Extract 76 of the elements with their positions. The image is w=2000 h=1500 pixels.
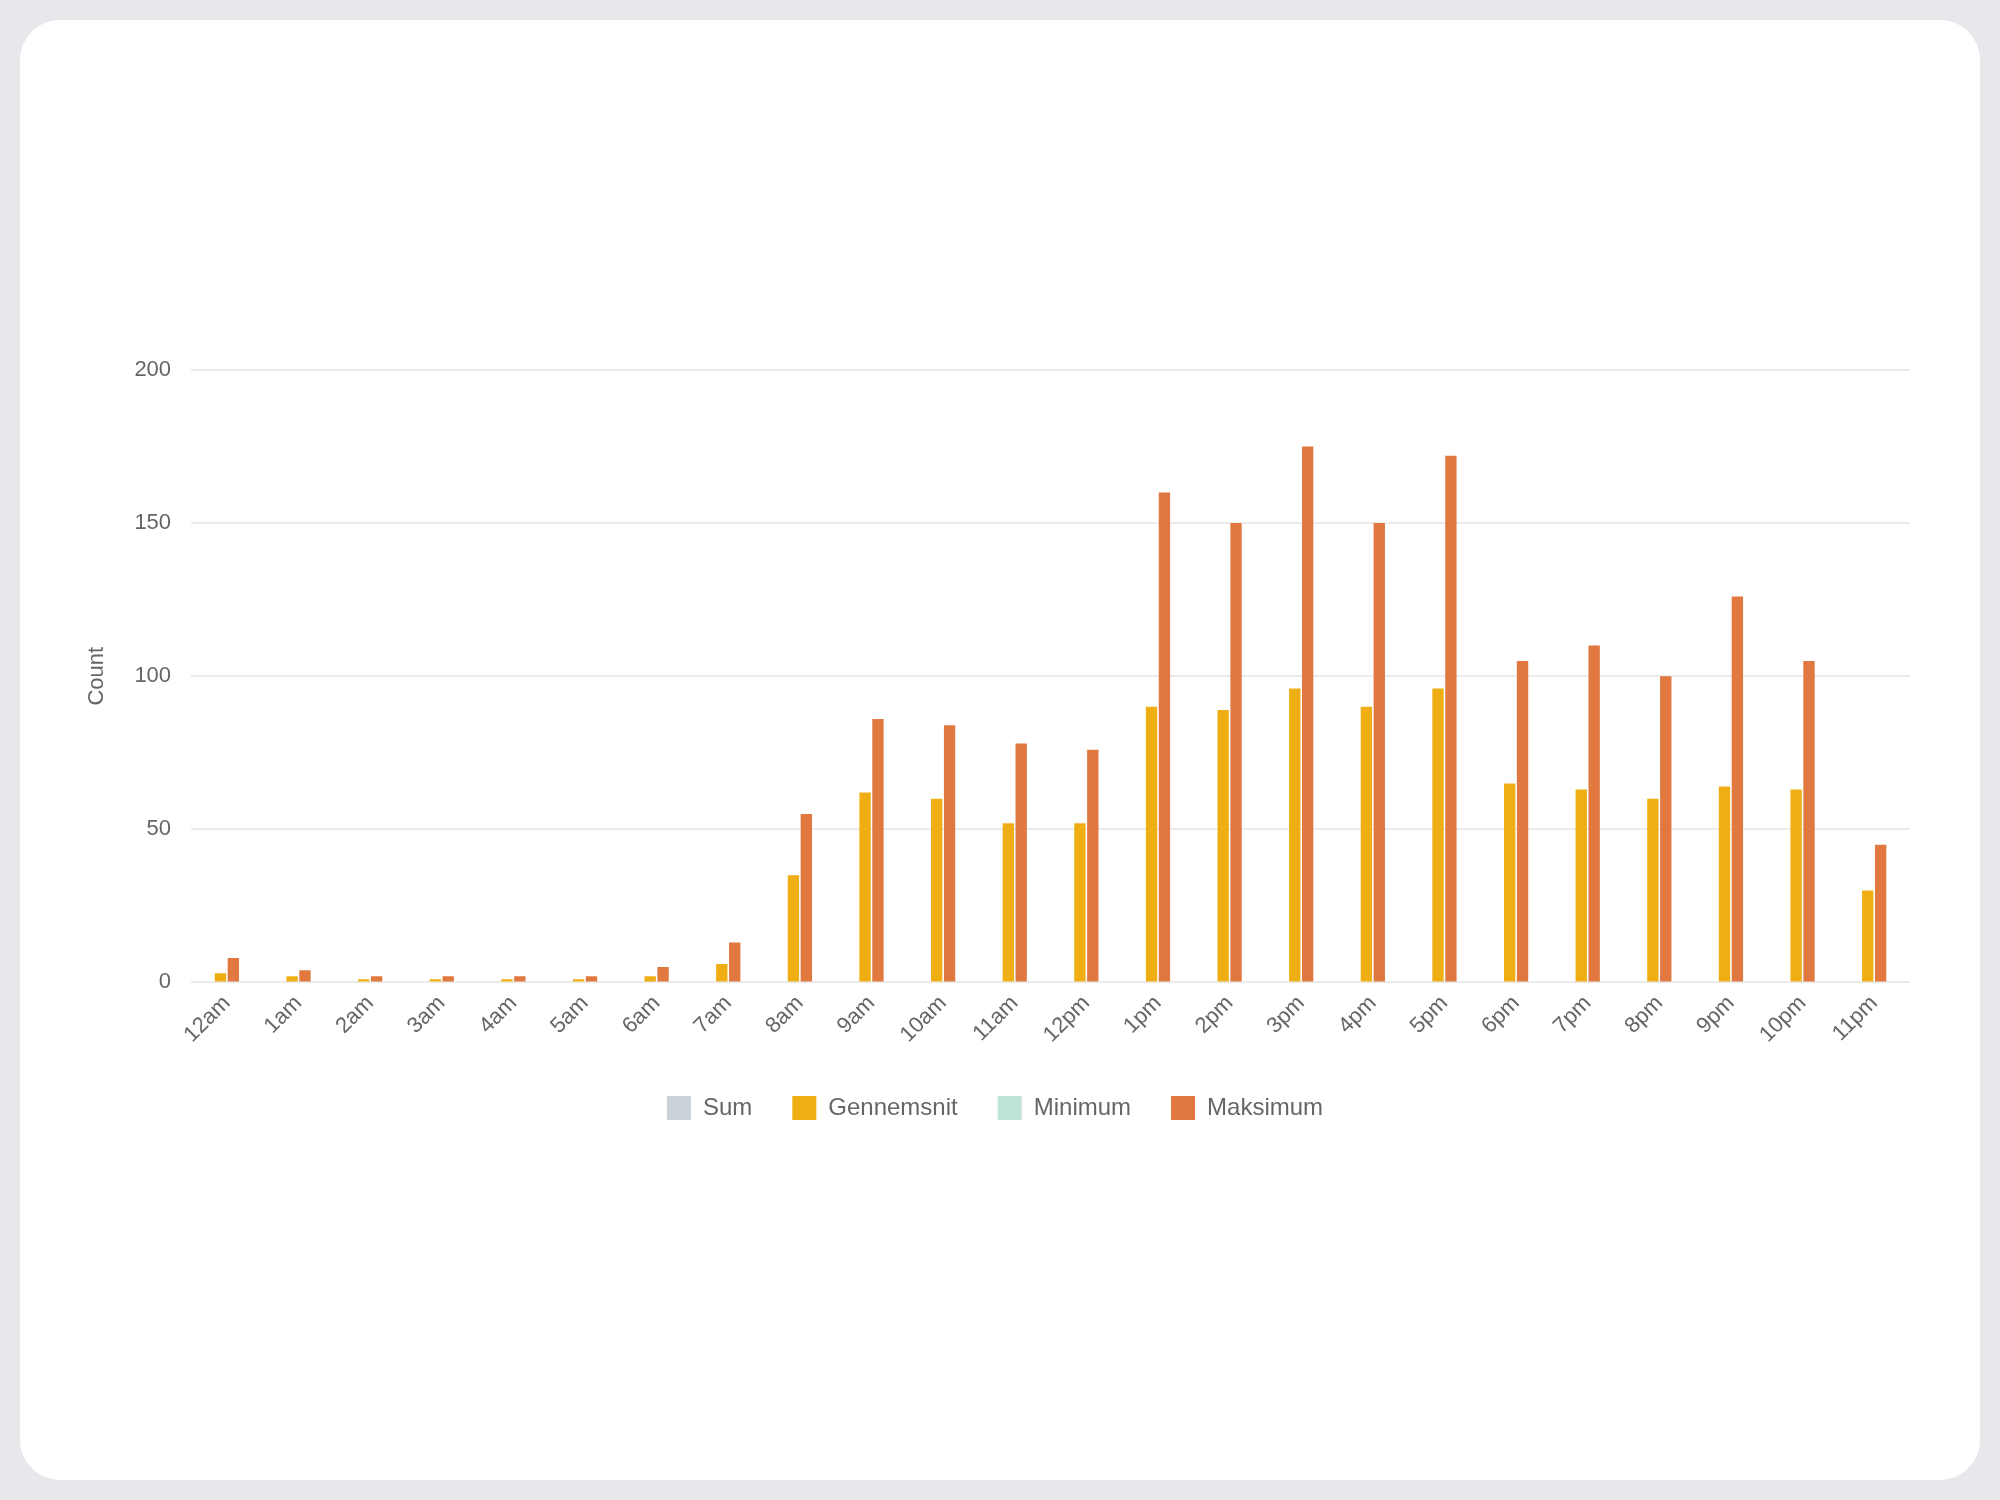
x-tick-label: 4am (473, 989, 522, 1038)
bar (1731, 596, 1744, 982)
x-tick-label: 3am (401, 989, 450, 1038)
bar (227, 957, 240, 982)
bar (943, 725, 956, 982)
bar (442, 976, 454, 982)
bar (1087, 749, 1099, 982)
y-tick-label: 200 (134, 356, 172, 382)
legend-label: Gennemsnit (828, 1092, 959, 1120)
x-tick-label: 2pm (1189, 989, 1238, 1038)
bar (1158, 492, 1171, 982)
y-tick-label: 50 (146, 815, 172, 841)
bar (1862, 890, 1874, 982)
bar (1647, 798, 1659, 982)
y-tick-label: 0 (158, 968, 172, 994)
y-tick-label: 100 (134, 662, 172, 688)
bar (1217, 709, 1229, 982)
x-tick-label: 1pm (1117, 989, 1166, 1038)
x-tick-label: 5am (544, 989, 593, 1038)
bar (1373, 523, 1385, 982)
bar (585, 976, 598, 982)
x-tick-label: 2am (330, 989, 378, 1038)
legend-label: Maksimum (1207, 1092, 1324, 1120)
bar (429, 979, 442, 982)
bar (286, 976, 298, 982)
bar (572, 979, 585, 982)
x-tick-label: 7am (688, 989, 737, 1038)
x-tick-label: 1am (258, 989, 307, 1038)
bar (872, 719, 884, 982)
bar (729, 942, 741, 982)
bar (370, 976, 383, 982)
bar (1874, 844, 1887, 982)
bar (358, 979, 370, 982)
bar (787, 875, 800, 982)
x-tick-label: 9pm (1690, 989, 1739, 1038)
bar (859, 792, 871, 982)
x-tick-label: 6pm (1475, 989, 1524, 1038)
x-tick-label: 9am (831, 989, 880, 1038)
bar (1718, 786, 1731, 982)
bar (931, 798, 943, 982)
legend-label: Minimum (1033, 1092, 1132, 1120)
bar (1015, 743, 1027, 982)
x-tick-label: 4pm (1332, 989, 1381, 1038)
bar (1145, 706, 1158, 982)
x-tick-label: 3pm (1261, 989, 1310, 1038)
bar (1445, 455, 1457, 982)
bar (1360, 706, 1373, 982)
bar (1516, 660, 1529, 982)
bar (1575, 789, 1587, 982)
bar (1302, 446, 1314, 982)
bar (1790, 789, 1802, 982)
bar (1002, 823, 1014, 982)
bar (1660, 676, 1672, 982)
bar (657, 967, 669, 982)
y-axis-title: Count (83, 646, 109, 706)
bar (299, 970, 311, 982)
bar (514, 976, 526, 982)
bar (1503, 783, 1516, 982)
bar (1230, 523, 1242, 982)
legend-label: Sum (702, 1092, 753, 1120)
bar (1289, 688, 1301, 982)
bar (1588, 645, 1600, 982)
bar (1803, 660, 1815, 982)
bar (1432, 688, 1444, 982)
bar (644, 976, 656, 982)
x-tick-label: 8am (759, 989, 808, 1038)
y-tick-label: 150 (134, 509, 172, 535)
x-tick-label: 6am (616, 989, 665, 1038)
x-tick-label: 8pm (1619, 989, 1668, 1038)
bar (214, 973, 227, 982)
bar (716, 964, 728, 982)
x-tick-label: 7pm (1547, 989, 1596, 1038)
bar (501, 979, 513, 982)
x-tick-label: 5pm (1404, 989, 1453, 1038)
bar (800, 814, 812, 982)
bar (1074, 823, 1086, 982)
